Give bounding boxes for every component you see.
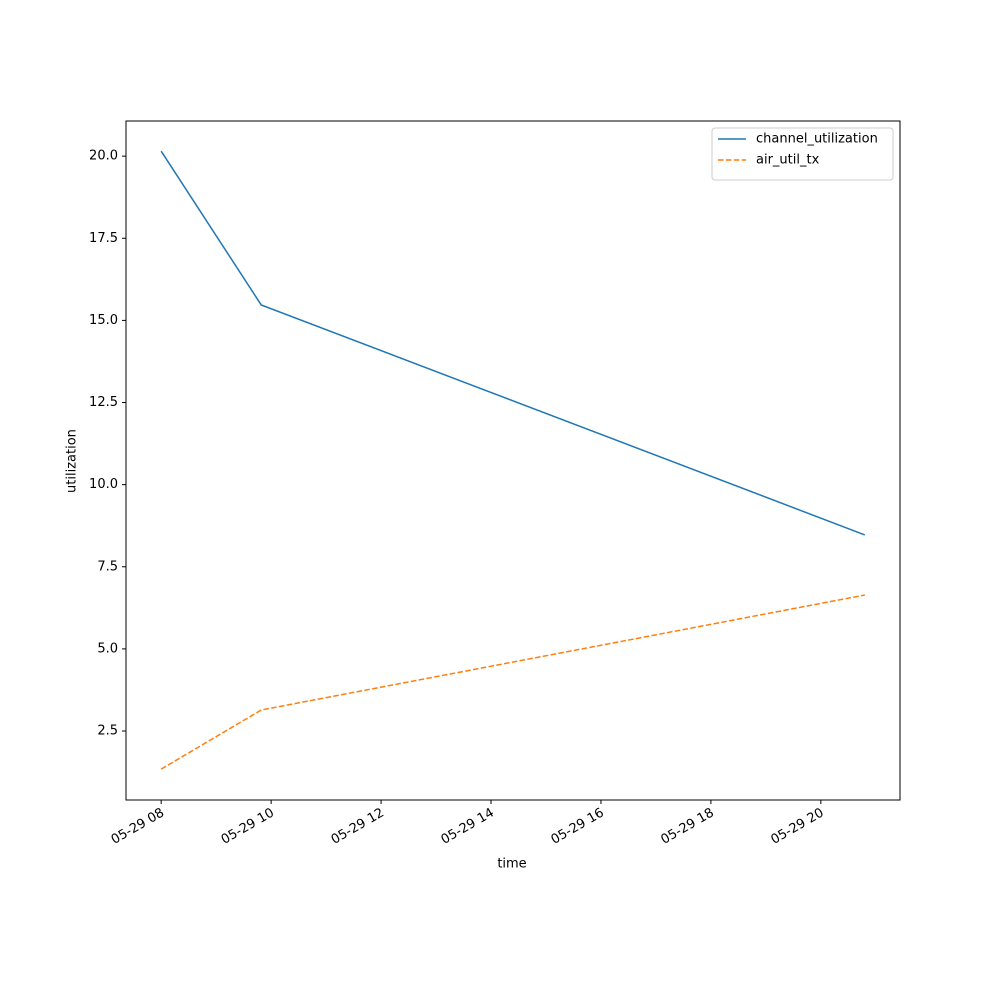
y-tick-label: 20.0 — [89, 149, 118, 164]
plot-frame — [125, 120, 901, 801]
legend-label: air_util_tx — [756, 153, 820, 168]
y-tick-label: 7.5 — [97, 559, 118, 574]
y-tick-label: 12.5 — [89, 395, 118, 410]
x-axis-label: time — [497, 857, 526, 872]
data-line — [160, 594, 865, 770]
y-tick-label: 17.5 — [89, 231, 118, 246]
y-tick-label: 10.0 — [89, 477, 118, 492]
legend-box — [711, 127, 894, 181]
legend-label: channel_utilization — [756, 132, 878, 147]
y-tick-label: 5.0 — [97, 641, 118, 656]
y-axis-label: utilization — [65, 429, 80, 493]
y-tick-label: 2.5 — [97, 724, 118, 739]
y-tick-label: 15.0 — [89, 313, 118, 328]
data-line — [160, 150, 866, 536]
